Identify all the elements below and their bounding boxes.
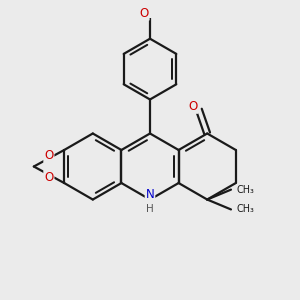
Text: O: O — [188, 100, 198, 113]
Text: O: O — [44, 149, 53, 162]
Text: CH₃: CH₃ — [237, 184, 255, 195]
Text: O: O — [140, 7, 149, 20]
Text: CH₃: CH₃ — [237, 204, 255, 214]
Text: O: O — [44, 171, 53, 184]
Text: H: H — [146, 204, 154, 214]
Text: N: N — [146, 188, 154, 201]
